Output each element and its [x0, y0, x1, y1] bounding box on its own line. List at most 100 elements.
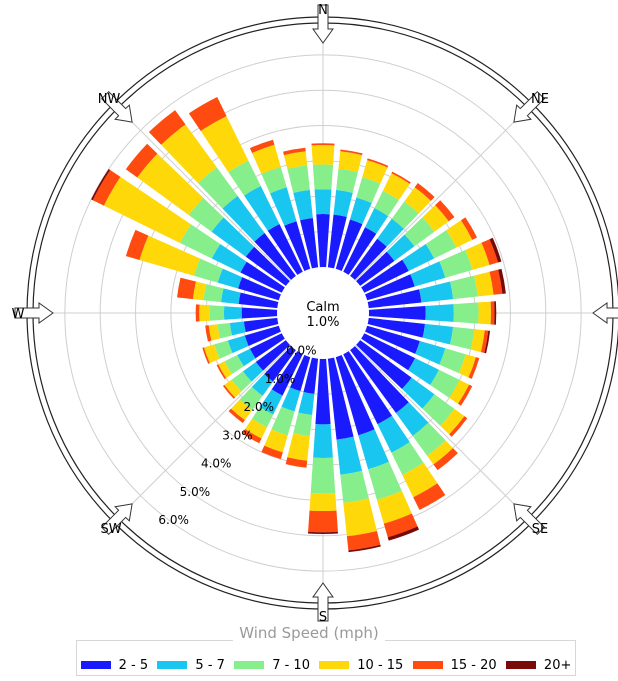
bar-140-15-20 [433, 448, 458, 471]
bar-200-2-5 [290, 355, 311, 392]
bar-240-10-15 [218, 361, 232, 379]
bar-350-7-10 [287, 165, 310, 193]
bar-210-5-7 [259, 389, 283, 415]
bar-270-7-10 [209, 305, 225, 321]
bar-100-15-20 [480, 330, 489, 353]
bar-10-7-10 [336, 168, 358, 193]
bar-350-5-7 [293, 189, 313, 221]
bar-20-7-10 [356, 177, 381, 204]
bar-110-15-20 [468, 357, 480, 379]
compass-arrow-nw [100, 90, 133, 123]
bar-20-2-5 [335, 219, 363, 271]
bar-260-5-7 [229, 321, 246, 336]
bar-290-5-7 [217, 268, 243, 289]
bar-270-2-5 [241, 307, 278, 319]
legend-label: 20+ [543, 657, 572, 673]
legend-title: Wind Speed (mph) [0, 624, 618, 642]
bar-80-10-15 [474, 271, 494, 297]
bar-310-7-10 [188, 197, 224, 232]
bar-80-5-7 [419, 281, 454, 303]
bar-190-5-7 [298, 391, 315, 415]
bar-90-15-20 [490, 301, 495, 325]
bar-220-15-20 [228, 408, 245, 424]
bar-320-2-5 [254, 232, 296, 280]
bar-50-5-7 [386, 234, 415, 261]
bar-210-15-20 [242, 428, 262, 444]
grid-spoke [355, 345, 529, 519]
bar-10-5-7 [333, 189, 353, 217]
bar-170-15-20 [346, 531, 381, 551]
bar-280-10-15 [192, 281, 207, 301]
bar-170-10-15 [343, 498, 377, 537]
bar-60-10-15 [446, 220, 473, 248]
bar-320-7-10 [197, 167, 238, 209]
bar-140-10-15 [427, 440, 453, 465]
bar-120-2-5 [361, 333, 416, 371]
bar-140-7-10 [412, 422, 446, 456]
bar-150-10-15 [402, 462, 438, 498]
bar-0-7-10 [312, 164, 334, 190]
legend-item: 20+ [505, 657, 572, 673]
bar-190-15-20 [285, 457, 308, 468]
compass-arrow-s [312, 582, 334, 622]
bar-70-10-15 [465, 242, 490, 270]
bar-320-15-20 [148, 110, 186, 145]
bar-300-20+ [91, 169, 111, 201]
wind-rose-bars [91, 97, 506, 553]
bar-230-15-20 [222, 384, 236, 399]
bar-40-15-20 [414, 182, 435, 201]
bar-30-15-20 [391, 171, 411, 184]
bar-330-5-7 [244, 185, 280, 231]
bar-270-15-20 [195, 304, 200, 322]
bar-180-2-5 [315, 358, 331, 425]
bar-100-7-10 [450, 326, 475, 350]
bar-130-7-10 [422, 394, 455, 426]
bar-260-10-15 [208, 324, 220, 341]
radial-tick-label: 3.0% [222, 428, 253, 442]
bar-310-10-15 [137, 153, 204, 216]
bar-0-10-15 [311, 145, 335, 165]
bar-350-15-20 [283, 147, 306, 156]
grid-spoke [117, 107, 291, 281]
bar-120-15-20 [458, 384, 473, 406]
bar-180-10-15 [309, 492, 337, 512]
bar-60-15-20 [460, 217, 478, 240]
bar-60-7-10 [425, 230, 457, 259]
bar-260-7-10 [217, 322, 233, 339]
bar-330-15-20 [188, 97, 227, 131]
bar-250-15-20 [202, 347, 210, 364]
legend-swatch [412, 661, 443, 669]
legend-item: 15 - 20 [412, 658, 497, 673]
bar-170-7-10 [340, 470, 369, 503]
compass-arrow-w [14, 302, 54, 324]
bar-20-10-15 [362, 160, 388, 184]
bar-40-7-10 [391, 201, 419, 229]
radial-tick-label: 6.0% [158, 513, 189, 527]
compass-label-nw: NW [98, 92, 121, 107]
bar-320-10-15 [161, 124, 217, 184]
legend-swatch [157, 661, 188, 669]
bar-290-15-20 [125, 229, 149, 261]
bar-260-2-5 [243, 317, 279, 333]
bar-130-10-15 [440, 408, 465, 435]
bar-240-7-10 [224, 355, 244, 375]
calm-label: Calm [306, 300, 339, 315]
bar-210-7-10 [251, 406, 274, 428]
bar-230-5-7 [242, 361, 264, 382]
legend-swatch [80, 661, 111, 669]
compass-label-w: W [12, 307, 25, 322]
bar-50-7-10 [404, 217, 435, 247]
bar-180-5-7 [313, 424, 333, 459]
bar-300-7-10 [180, 224, 221, 259]
bar-100-2-5 [367, 317, 425, 338]
bar-170-20+ [348, 544, 381, 553]
radial-tick-label: 4.0% [201, 457, 232, 471]
bar-160-20+ [387, 526, 419, 541]
bar-340-7-10 [261, 166, 287, 194]
compass-label-ne: NE [531, 92, 549, 107]
bar-230-7-10 [231, 371, 252, 392]
bar-80-15-20 [489, 269, 503, 295]
bar-300-15-20 [92, 169, 121, 206]
bar-240-15-20 [216, 364, 227, 380]
bar-130-5-7 [402, 377, 435, 409]
